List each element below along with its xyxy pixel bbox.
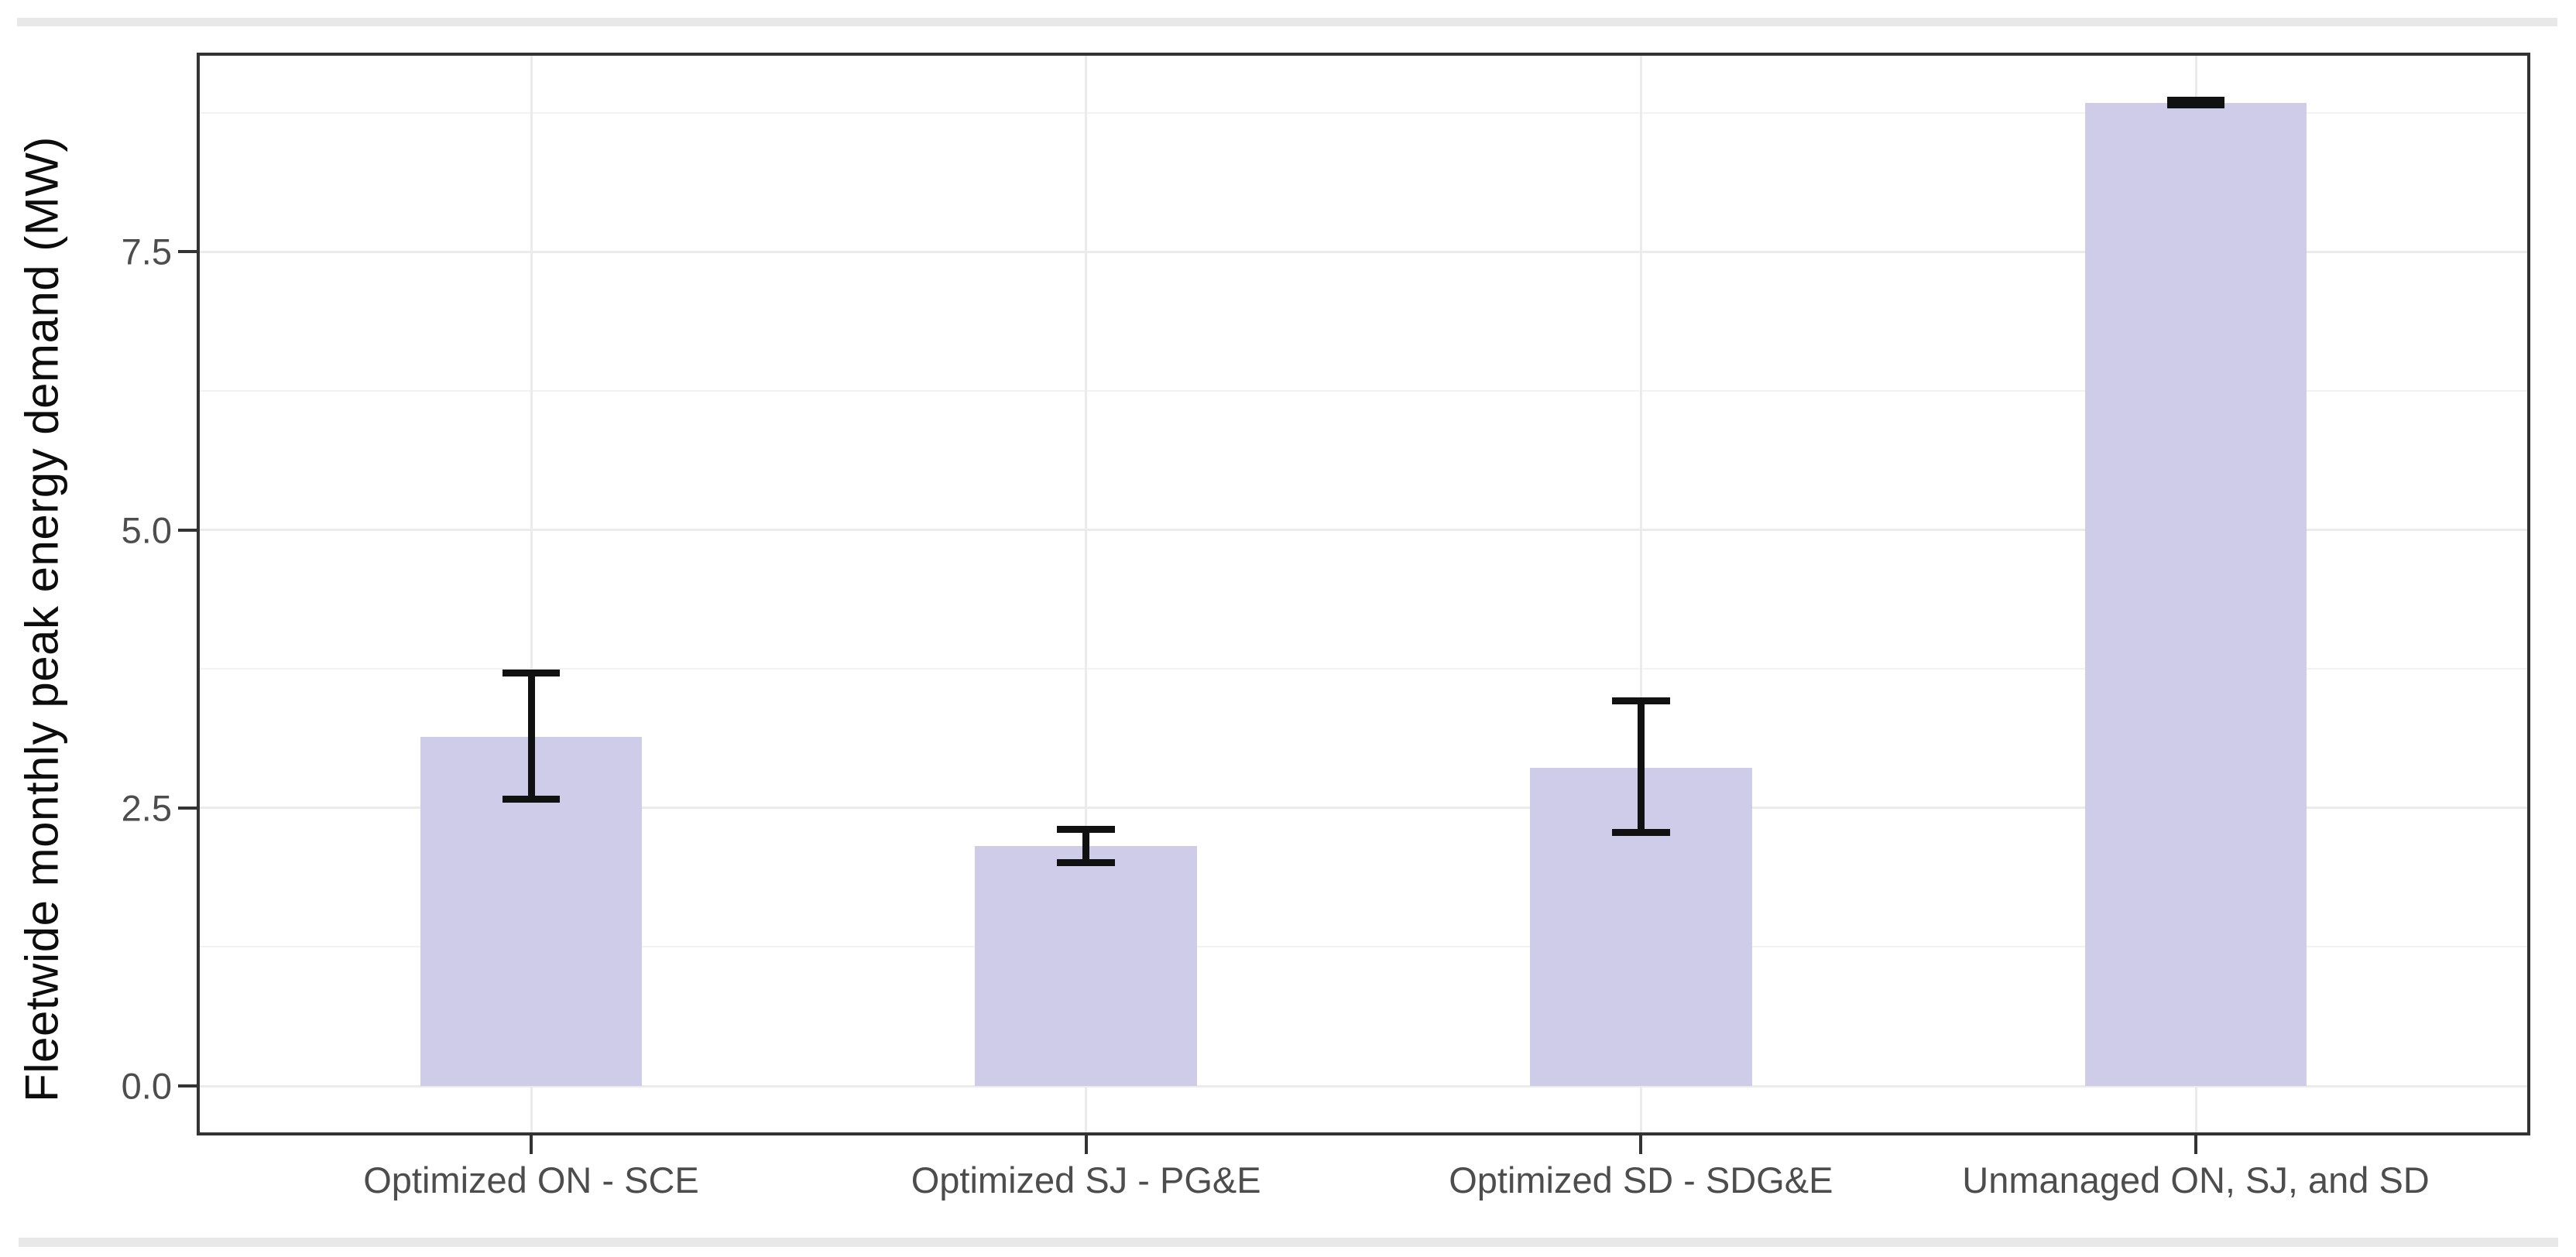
error-cap-upper — [502, 670, 561, 677]
gridline-major-vertical — [1085, 54, 1088, 1134]
error-cap-upper — [2166, 97, 2225, 104]
gridline-minor-horizontal — [198, 389, 2529, 392]
error-cap-lower — [1057, 858, 1115, 866]
error-whisker — [1637, 700, 1645, 833]
bottom-edge-strip — [19, 1238, 2558, 1247]
y-axis-tick-label: 0.0 — [121, 1065, 172, 1107]
gridline-major-vertical — [1639, 54, 1642, 1134]
y-axis-tick — [178, 250, 197, 254]
error-whisker — [1082, 829, 1090, 863]
x-axis-category-label: Optimized ON - SCE — [363, 1159, 699, 1200]
y-axis-tick-label: 7.5 — [121, 231, 172, 272]
error-cap-upper — [1612, 697, 1670, 705]
error-whisker — [527, 673, 535, 800]
gridline-minor-horizontal — [198, 111, 2529, 114]
error-cap-lower — [2166, 101, 2225, 109]
y-axis-tick-label: 5.0 — [121, 509, 172, 550]
gridline-major-horizontal — [198, 807, 2529, 810]
x-axis-tick — [530, 1135, 533, 1154]
gridline-major-horizontal — [198, 250, 2529, 253]
y-axis-tick — [178, 528, 197, 532]
gridline-major-horizontal — [198, 1084, 2529, 1087]
bar-2 — [975, 845, 1197, 1087]
x-axis-tick — [1084, 1135, 1088, 1154]
x-axis-tick — [2194, 1135, 2197, 1154]
gridline-major-horizontal — [198, 529, 2529, 531]
error-cap-lower — [502, 795, 561, 803]
y-axis-tick-label: 2.5 — [121, 787, 172, 829]
gridline-minor-horizontal — [198, 668, 2529, 670]
gridline-major-vertical — [530, 54, 533, 1134]
x-axis-category-label: Optimized SJ - PG&E — [911, 1159, 1261, 1200]
bar-4 — [2084, 102, 2307, 1087]
error-cap-lower — [1612, 828, 1670, 836]
gridline-minor-horizontal — [198, 946, 2529, 948]
y-axis-title: Fleetwide monthly peak energy demand (MW… — [15, 136, 68, 1102]
y-axis-tick — [178, 1084, 197, 1088]
x-axis-tick — [1639, 1135, 1643, 1154]
y-axis-tick — [178, 806, 197, 810]
error-cap-upper — [1057, 825, 1115, 833]
plot-panel — [198, 54, 2529, 1134]
top-edge-strip — [17, 18, 2557, 26]
x-axis-category-label: Unmanaged ON, SJ, and SD — [1962, 1159, 2430, 1200]
x-axis-category-label: Optimized SD - SDG&E — [1449, 1159, 1833, 1200]
